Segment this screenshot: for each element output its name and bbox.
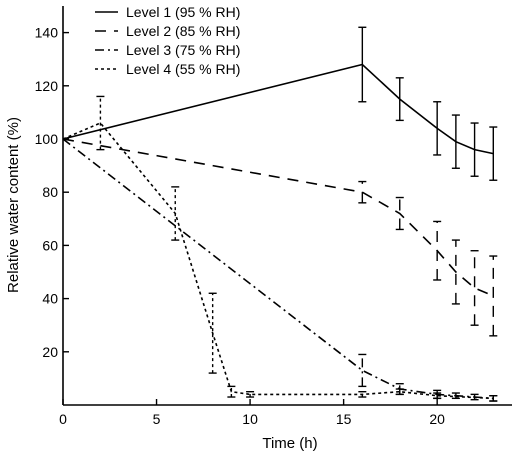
- error-bar: [489, 126, 498, 181]
- error-bar: [96, 95, 105, 151]
- y-tick-label: 100: [35, 131, 59, 147]
- error-bar: [451, 392, 460, 400]
- legend-label: Level 1 (95 % RH): [126, 4, 240, 20]
- error-bar: [433, 220, 442, 281]
- error-bar: [395, 388, 404, 396]
- legend-entry: Level 2 (85 % RH): [95, 23, 240, 39]
- error-bar: [246, 391, 255, 398]
- error-bar: [358, 353, 367, 388]
- y-tick-label: 40: [42, 291, 58, 307]
- error-bar: [433, 101, 442, 156]
- series-1: [62, 26, 498, 181]
- series-3: [62, 138, 498, 402]
- legend-entry: Level 3 (75 % RH): [95, 42, 240, 58]
- error-bar: [395, 196, 404, 231]
- error-bar: [171, 186, 180, 241]
- y-tick-label: 60: [42, 237, 58, 253]
- x-tick-label: 10: [242, 411, 258, 427]
- x-axis-label: Time (h): [262, 435, 317, 452]
- error-bar: [358, 180, 367, 204]
- x-tick-label: 20: [429, 411, 445, 427]
- y-tick-label: 80: [42, 184, 58, 200]
- series-layer: [62, 26, 498, 402]
- x-tick-label: 5: [153, 411, 161, 427]
- legend: Level 1 (95 % RH) Level 2 (85 % RH) Level …: [95, 4, 240, 77]
- legend-label: Level 2 (85 % RH): [126, 23, 240, 39]
- error-bar: [489, 394, 498, 402]
- error-bar: [433, 392, 442, 400]
- error-bar: [208, 292, 217, 374]
- error-bar: [489, 255, 498, 337]
- legend-label: Level 3 (75 % RH): [126, 42, 240, 58]
- error-bar: [227, 385, 236, 398]
- error-bar: [470, 122, 479, 177]
- series-line: [62, 122, 494, 400]
- x-tick-label: 15: [336, 411, 352, 427]
- legend-entry: Level 4 (55 % RH): [95, 61, 240, 77]
- legend-entry: Level 1 (95 % RH): [95, 4, 240, 20]
- series-line: [62, 138, 494, 297]
- y-tick-label: 140: [35, 25, 59, 41]
- y-axis-label: Relative water content (%): [5, 117, 22, 293]
- error-bar: [451, 114, 460, 169]
- error-bar: [470, 250, 479, 326]
- error-bar: [358, 391, 367, 398]
- error-bar: [451, 239, 460, 305]
- series-2: [62, 138, 498, 337]
- ticks: 0 5 10 15 20 20 40 60 80 100 120 140: [35, 25, 446, 427]
- y-tick-label: 20: [42, 344, 58, 360]
- error-bar: [395, 77, 404, 122]
- series-line: [62, 63, 494, 155]
- error-bar: [358, 26, 367, 103]
- y-tick-label: 120: [35, 78, 59, 94]
- legend-label: Level 4 (55 % RH): [126, 61, 240, 77]
- series-4: [62, 95, 498, 402]
- x-tick-label: 0: [59, 411, 67, 427]
